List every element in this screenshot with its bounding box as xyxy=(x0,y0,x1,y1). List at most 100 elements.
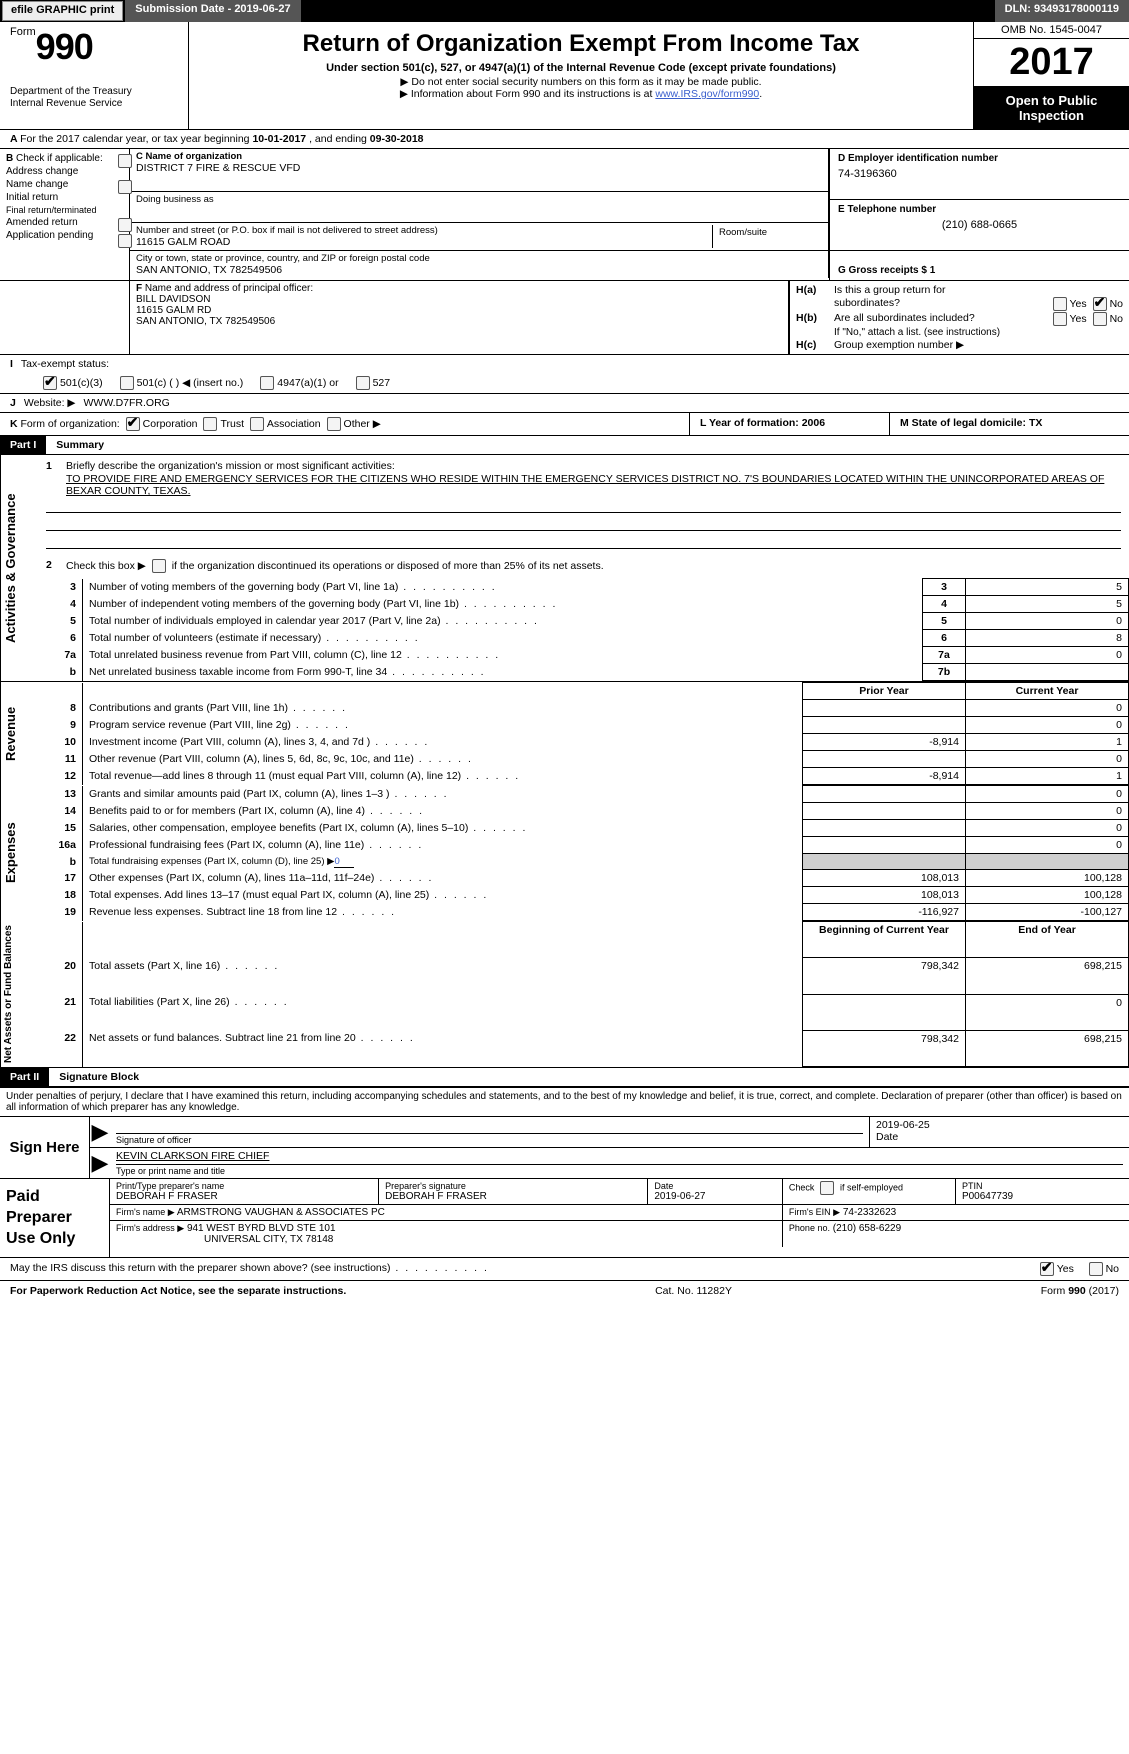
gross-receipts-label: G Gross receipts $ 1 xyxy=(838,265,1121,276)
sig-row-2: ▶ KEVIN CLARKSON FIRE CHIEF Type or prin… xyxy=(90,1148,1129,1178)
f-text: Name and address of principal officer: xyxy=(145,283,313,294)
exp-desc-17: Other expenses (Part IX, column (A), lin… xyxy=(83,870,803,887)
sig-name-cell: KEVIN CLARKSON FIRE CHIEF Type or print … xyxy=(110,1148,1129,1178)
checkbox-self-employed[interactable] xyxy=(820,1181,834,1195)
exp-prior-13 xyxy=(803,786,966,803)
mission-blank-1 xyxy=(46,497,1121,513)
prep-check-label: Check xyxy=(789,1183,815,1193)
summary-revenue: Revenue Prior Year Current Year 8 Contri… xyxy=(0,681,1129,785)
checkbox-address[interactable] xyxy=(118,154,132,168)
part-ii-header: Part II Signature Block xyxy=(0,1068,1129,1087)
checkbox-discuss-yes[interactable] xyxy=(1040,1262,1054,1276)
prep-ptin-label: PTIN xyxy=(962,1181,1123,1191)
submission-date: Submission Date - 2019-06-27 xyxy=(125,0,300,22)
row-j: J Website: ▶ WWW.D7FR.ORG xyxy=(0,394,1129,413)
gov-num-6: 6 xyxy=(42,630,83,647)
footer-row: For Paperwork Reduction Act Notice, see … xyxy=(0,1281,1129,1301)
checkbox-final[interactable] xyxy=(118,218,132,232)
prep-check-text: if self-employed xyxy=(840,1183,903,1193)
col-b-check-label: Check if applicable: xyxy=(16,153,103,164)
org-name-value: DISTRICT 7 FIRE & RESCUE VFD xyxy=(136,162,822,174)
irs-link[interactable]: www.IRS.gov/form990 xyxy=(655,88,759,100)
opt-corp: Corporation xyxy=(143,418,198,430)
prep-name-label: Print/Type preparer's name xyxy=(116,1181,372,1191)
exp-num-18: 18 xyxy=(42,887,83,904)
checkbox-trust[interactable] xyxy=(203,417,217,431)
net-prior-22: 798,342 xyxy=(803,1030,966,1066)
summary-governance: Activities & Governance 1Briefly describ… xyxy=(0,455,1129,681)
side-net-assets: Net Assets or Fund Balances xyxy=(0,921,42,1067)
hc-text: Group exemption number ▶ xyxy=(834,339,964,351)
rev-num-9: 9 xyxy=(42,717,83,734)
h-c-row: H(c) Group exemption number ▶ xyxy=(796,339,1123,351)
checkbox-other[interactable] xyxy=(327,417,341,431)
exp-prior-16a xyxy=(803,837,966,854)
checkbox-501c[interactable] xyxy=(120,376,134,390)
gov-desc-5: Total number of individuals employed in … xyxy=(83,613,923,630)
firm-addr-value1: 941 WEST BYRD BLVD STE 101 xyxy=(187,1223,336,1234)
exp-curr-16a: 0 xyxy=(966,837,1129,854)
rev-table: Prior Year Current Year 8 Contributions … xyxy=(42,682,1129,785)
chk-label-4: Amended return xyxy=(6,217,78,228)
exp-curr-14: 0 xyxy=(966,803,1129,820)
exp-curr-13: 0 xyxy=(966,786,1129,803)
checkbox-amended[interactable] xyxy=(118,234,132,248)
hb-yes-label: Yes xyxy=(1070,313,1087,325)
checkbox-name[interactable] xyxy=(118,180,132,194)
efile-print-button[interactable]: efile GRAPHIC print xyxy=(2,1,123,21)
checkbox-corp[interactable] xyxy=(126,417,140,431)
checkbox-527[interactable] xyxy=(356,376,370,390)
ha-text2: subordinates? xyxy=(834,297,900,311)
mission-blank-3 xyxy=(46,533,1121,549)
header-mid: Return of Organization Exempt From Incom… xyxy=(189,22,973,129)
row-i-opts: 501(c)(3) 501(c) ( ) ◀ (insert no.) 4947… xyxy=(0,373,1129,394)
checkbox-discuss-no[interactable] xyxy=(1089,1262,1103,1276)
signature-block: Under penalties of perjury, I declare th… xyxy=(0,1087,1129,1258)
prep-selfemp-cell: Check if self-employed xyxy=(783,1179,956,1204)
checkbox-501c3[interactable] xyxy=(43,376,57,390)
rev-prior-11 xyxy=(803,751,966,768)
gov-num-3: 3 xyxy=(42,579,83,596)
prep-name-value: DEBORAH F FRASER xyxy=(116,1191,372,1202)
chk-address-change: Address change xyxy=(6,166,123,177)
firm-name-value: ARMSTRONG VAUGHAN & ASSOCIATES PC xyxy=(177,1207,385,1218)
row-a: A For the 2017 calendar year, or tax yea… xyxy=(0,130,1129,149)
prep-ptin-value: P00647739 xyxy=(962,1191,1123,1202)
part-i-tag: Part I xyxy=(0,436,46,454)
street-value: 11615 GALM ROAD xyxy=(136,236,712,248)
gov-box-6: 6 xyxy=(923,630,966,647)
pra-text: For Paperwork Reduction Act Notice, see … xyxy=(10,1285,346,1297)
exp-grey-b2 xyxy=(966,854,1129,870)
checkbox-4947[interactable] xyxy=(260,376,274,390)
mission-text: TO PROVIDE FIRE AND EMERGENCY SERVICES F… xyxy=(66,473,1121,497)
exp-num-13: 13 xyxy=(42,786,83,803)
l-label: L Year of formation: 2006 xyxy=(700,417,825,429)
sig-date-label: Date xyxy=(876,1131,1123,1143)
form-header: Form990 Department of the Treasury Inter… xyxy=(0,22,1129,130)
checkbox-hb-yes[interactable] xyxy=(1053,312,1067,326)
ha-yesno: Yes No xyxy=(1050,297,1124,311)
gross-receipts-box: G Gross receipts $ 1 xyxy=(829,251,1129,280)
checkbox-hb-no[interactable] xyxy=(1093,312,1107,326)
checkbox-discontinued[interactable] xyxy=(152,559,166,573)
opt-501c3: 501(c)(3) xyxy=(60,377,103,389)
preparer-grid: Paid Preparer Use Only Print/Type prepar… xyxy=(0,1179,1129,1258)
top-bar: efile GRAPHIC print Submission Date - 20… xyxy=(0,0,1129,22)
rev-desc-9: Program service revenue (Part VIII, line… xyxy=(83,717,803,734)
checkbox-assoc[interactable] xyxy=(250,417,264,431)
dept-line2: Internal Revenue Service xyxy=(10,98,180,110)
note2-pre: ▶ Information about Form 990 and its ins… xyxy=(400,88,656,100)
header-right: OMB No. 1545-0047 2017 Open to Public In… xyxy=(973,22,1129,129)
room-box: Room/suite xyxy=(712,225,822,248)
net-num-21: 21 xyxy=(42,994,83,1030)
checkbox-ha-no[interactable] xyxy=(1093,297,1107,311)
chk-name-change: Name change xyxy=(6,179,123,190)
checkbox-ha-yes[interactable] xyxy=(1053,297,1067,311)
officer-addr1: 11615 GALM RD xyxy=(136,305,211,316)
hb-label: H(b) xyxy=(796,312,834,326)
hb-note-text: If "No," attach a list. (see instruction… xyxy=(834,327,1000,338)
form-subtitle: Under section 501(c), 527, or 4947(a)(1)… xyxy=(199,62,963,74)
hb-yesno: Yes No xyxy=(1050,312,1124,326)
s1-num: 1 xyxy=(46,460,66,472)
chk-label-5: Application pending xyxy=(6,230,93,241)
